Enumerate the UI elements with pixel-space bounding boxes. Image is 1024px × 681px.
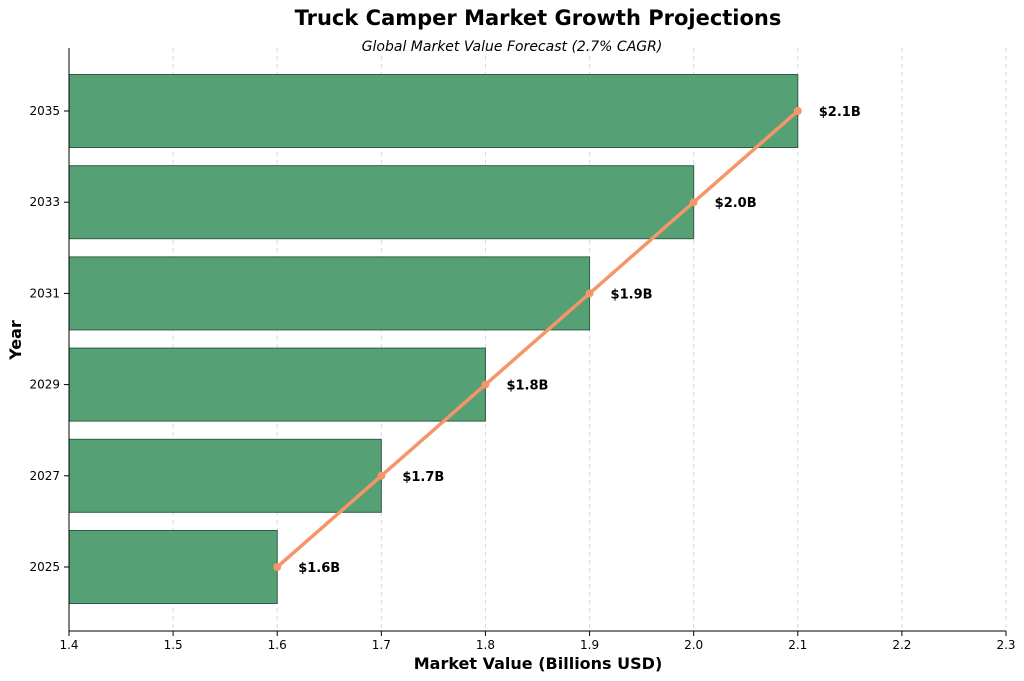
x-tick-label: 2.3 xyxy=(996,638,1015,652)
trend-marker xyxy=(689,198,698,207)
y-tick-label: 2025 xyxy=(29,560,60,574)
y-axis-ticks: 2025 2027 2029 2031 2033 2035 xyxy=(29,104,69,574)
data-label: $1.8B xyxy=(506,379,548,394)
chart-title: Truck Camper Market Growth Projections xyxy=(295,6,782,30)
x-tick-label: 1.9 xyxy=(580,638,599,652)
bar-2025 xyxy=(68,530,278,604)
trend-marker xyxy=(273,563,282,571)
data-label: $1.7B xyxy=(402,470,444,485)
y-tick-label: 2035 xyxy=(29,104,60,118)
bar-2035 xyxy=(68,74,799,148)
x-tick-label: 1.5 xyxy=(164,638,183,652)
trend-marker xyxy=(377,471,386,480)
x-tick-label: 2.1 xyxy=(788,638,807,652)
data-label: $1.6B xyxy=(298,561,340,576)
trend-marker xyxy=(585,289,594,298)
chart-subtitle: Global Market Value Forecast (2.7% CAGR) xyxy=(362,39,663,55)
y-tick-label: 2033 xyxy=(29,195,60,209)
x-tick-label: 1.6 xyxy=(268,638,287,652)
data-labels: $1.6B $1.7B $1.8B $1.9B $2.0B $2.1B xyxy=(298,105,861,576)
trend-line xyxy=(275,109,800,569)
data-label: $2.0B xyxy=(715,196,757,211)
bar-2031 xyxy=(68,256,591,331)
x-axis-ticks: 1.4 1.5 1.6 1.7 1.8 1.9 2.0 2.1 2.2 2.3 xyxy=(59,631,1016,652)
bar-2027 xyxy=(68,438,382,513)
y-tick-label: 2029 xyxy=(29,378,60,392)
trend-marker xyxy=(481,380,490,389)
y-axis-label: Year xyxy=(6,320,25,361)
x-axis-label: Market Value (Billions USD) xyxy=(414,654,663,673)
bar-2029 xyxy=(68,347,486,422)
x-tick-label: 2.0 xyxy=(684,638,703,652)
x-tick-label: 1.8 xyxy=(476,638,495,652)
x-tick-label: 1.7 xyxy=(372,638,391,652)
x-tick-label: 1.4 xyxy=(59,638,78,652)
x-tick-label: 2.2 xyxy=(892,638,911,652)
y-tick-label: 2031 xyxy=(29,286,60,300)
bars xyxy=(68,74,799,604)
trend-line-group xyxy=(273,107,802,571)
data-label: $2.1B xyxy=(819,105,861,120)
trend-marker xyxy=(793,107,802,115)
axes xyxy=(68,48,1006,632)
data-label: $1.9B xyxy=(611,287,653,302)
y-tick-label: 2027 xyxy=(29,469,60,483)
bar-2033 xyxy=(68,165,695,240)
